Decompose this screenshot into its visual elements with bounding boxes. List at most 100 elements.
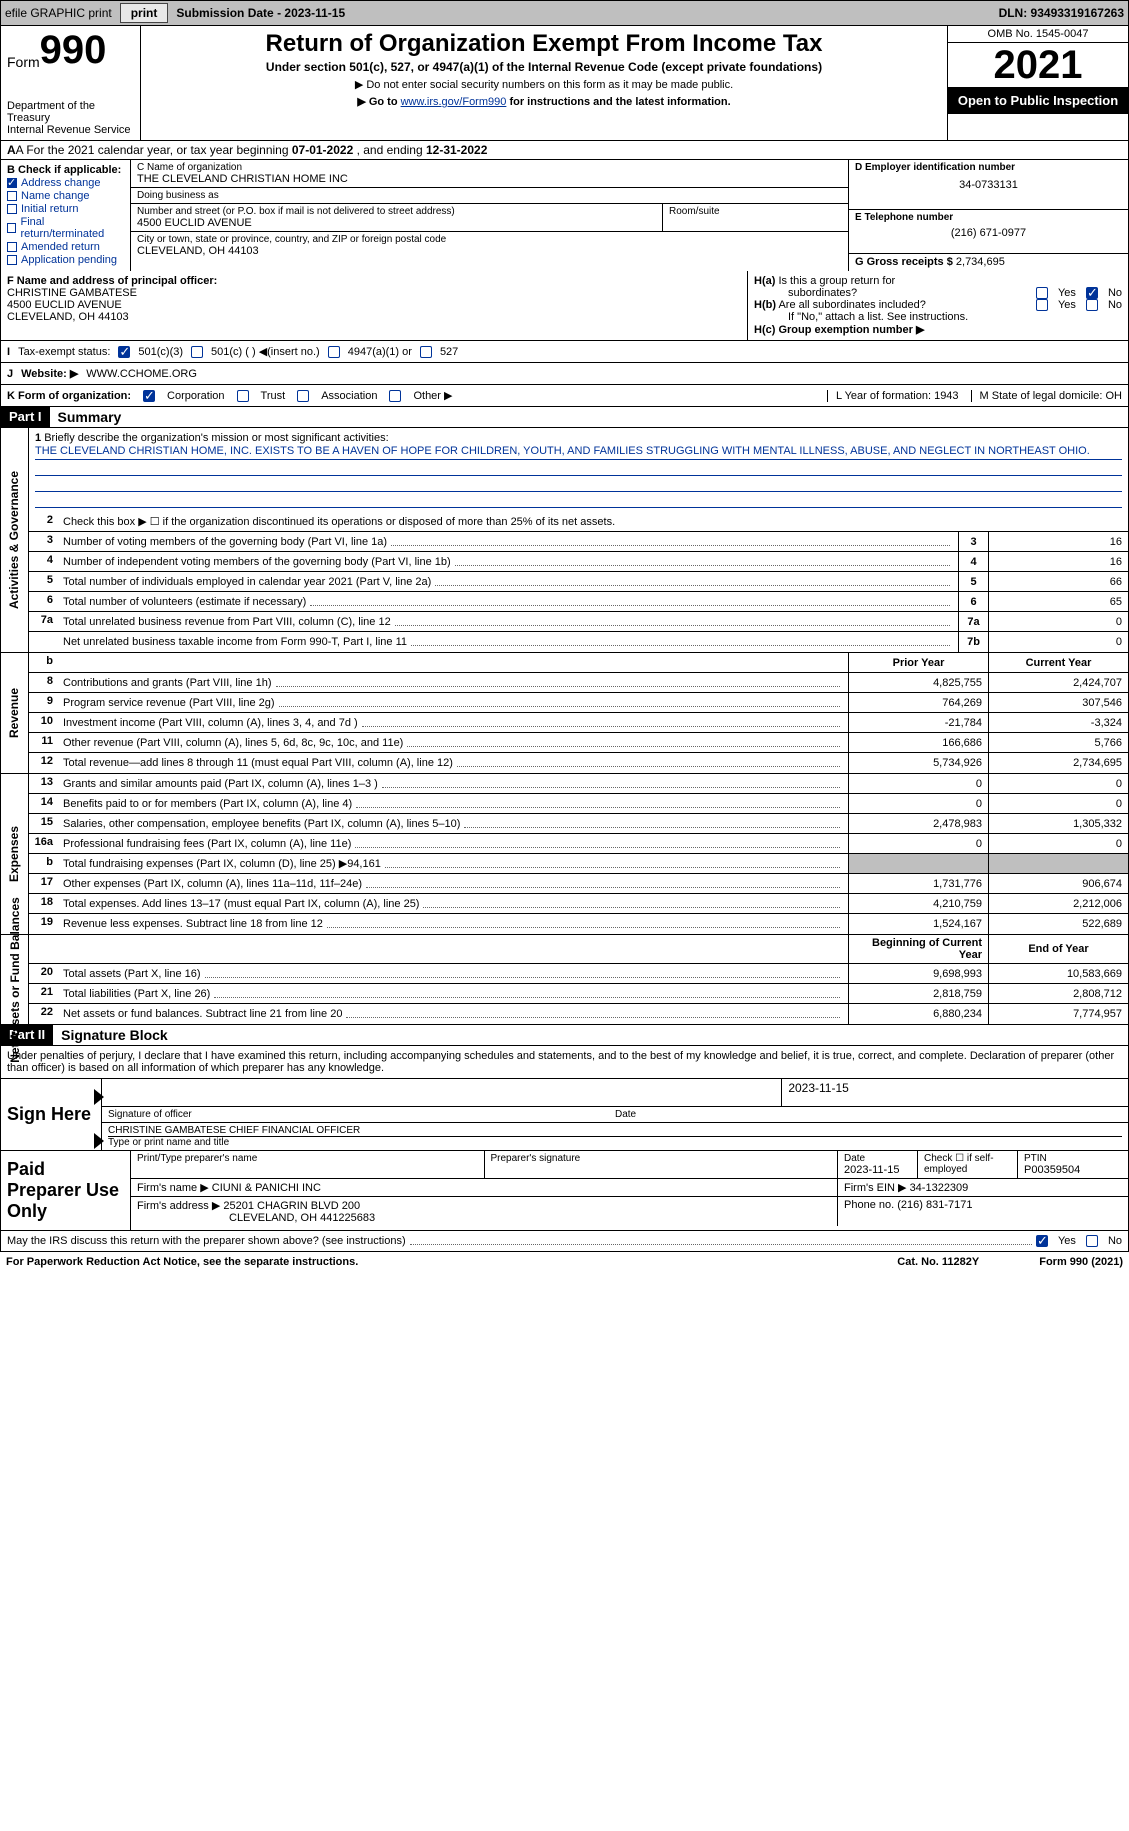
i-opt2-box[interactable] [328, 346, 340, 358]
f-label: F Name and address of principal officer: [7, 275, 217, 287]
sig-date-label: Date [615, 1109, 1122, 1120]
part1-bar: Part I Summary [0, 407, 1129, 428]
ha-yes-box[interactable] [1036, 287, 1048, 299]
q1-num: 1 [35, 432, 41, 444]
bar-a-begin: 07-01-2022 [292, 143, 353, 157]
hdr-end: End of Year [988, 935, 1128, 963]
side-net: Net Assets or Fund Balances [8, 897, 22, 1063]
firm-name: CIUNI & PANICHI INC [212, 1182, 321, 1194]
signature-block: Under penalties of perjury, I declare th… [0, 1046, 1129, 1151]
k-opt0-box[interactable] [143, 390, 155, 402]
k-label: K Form of organization: [7, 390, 131, 402]
line-j: J Website: ▶ WWW.CCHOME.ORG [0, 363, 1129, 385]
chk-box[interactable] [7, 242, 17, 252]
i-opt0-box[interactable] [118, 346, 130, 358]
d-ein: 34-0733131 [855, 179, 1122, 191]
c-name-label: C Name of organization [137, 162, 842, 173]
top-bar: efile GRAPHIC print print Submission Dat… [0, 0, 1129, 26]
box-b-title: B Check if applicable: [7, 164, 124, 176]
side-exp: Expenses [8, 826, 22, 882]
prep-h2: Preparer's signature [491, 1153, 832, 1164]
i-opt1: 501(c) ( ) ◀(insert no.) [211, 345, 320, 358]
k-opt2: Association [321, 390, 377, 402]
discuss-yes-box[interactable] [1036, 1235, 1048, 1247]
chk-label: Amended return [21, 241, 100, 253]
form-title: Return of Organization Exempt From Incom… [151, 30, 937, 58]
j-label: J [7, 368, 13, 380]
hb-note: If "No," attach a list. See instructions… [788, 311, 1122, 323]
q2-text: Check this box ▶ ☐ if the organization d… [59, 512, 1128, 531]
line-i: I Tax-exempt status: 501(c)(3) 501(c) ( … [0, 341, 1129, 363]
g-gross: 2,734,695 [956, 256, 1005, 268]
i-text: Tax-exempt status: [18, 346, 110, 358]
l-year: L Year of formation: 1943 [827, 390, 959, 402]
chk-box[interactable] [7, 191, 17, 201]
chk-box[interactable] [7, 255, 17, 265]
c-name: THE CLEVELAND CHRISTIAN HOME INC [137, 173, 842, 185]
prep-h3v: 2023-11-15 [844, 1164, 911, 1176]
chk-label: Application pending [21, 254, 117, 266]
prep-h4: Check ☐ if self-employed [918, 1151, 1018, 1178]
k-opt2-box[interactable] [297, 390, 309, 402]
bar-a-end: 12-31-2022 [426, 143, 487, 157]
form-subtitle: Under section 501(c), 527, or 4947(a)(1)… [151, 60, 937, 74]
print-button[interactable]: print [120, 3, 169, 23]
f-addr1: 4500 EUCLID AVENUE [7, 299, 122, 311]
part2-title: Signature Block [53, 1025, 176, 1045]
phone-label: Phone no. [844, 1199, 894, 1211]
chk-box[interactable] [7, 223, 16, 233]
i-opt3: 527 [440, 346, 458, 358]
ha-sub: subordinates? [788, 287, 857, 299]
ein-label: Firm's EIN ▶ [844, 1182, 907, 1194]
c-addr: 4500 EUCLID AVENUE [137, 217, 656, 229]
expenses-section: Expenses 13Grants and similar amounts pa… [0, 774, 1129, 935]
discuss-no: No [1108, 1235, 1122, 1247]
g-gross-label: G Gross receipts $ [855, 256, 953, 268]
chk-box[interactable] [7, 178, 17, 188]
k-opt3: Other ▶ [413, 389, 452, 402]
chk-label: Final return/terminated [20, 216, 124, 240]
goto-post: for instructions and the latest informat… [509, 96, 730, 108]
line-a: AA For the 2021 calendar year, or tax ye… [0, 141, 1129, 160]
prep-h5: PTIN [1024, 1153, 1122, 1164]
e-phone: (216) 671-0977 [855, 227, 1122, 239]
sign-here-label: Sign Here [1, 1079, 101, 1150]
f-name: CHRISTINE GAMBATESE [7, 287, 137, 299]
irs-link[interactable]: www.irs.gov/Form990 [401, 96, 507, 108]
form-label: Form [7, 54, 40, 70]
discuss-q: May the IRS discuss this return with the… [7, 1235, 406, 1247]
activities-governance: Activities & Governance 1 Briefly descri… [0, 428, 1129, 653]
form-header: Form 990 Department of the Treasury Inte… [0, 26, 1129, 141]
hdr-begin: Beginning of Current Year [848, 935, 988, 963]
k-opt1-box[interactable] [237, 390, 249, 402]
form-ref: Form 990 (2021) [1039, 1256, 1123, 1268]
i-opt3-box[interactable] [420, 346, 432, 358]
discuss-no-box[interactable] [1086, 1235, 1098, 1247]
part1-title: Summary [50, 407, 130, 427]
firm-addr: 25201 CHAGRIN BLVD 200 [223, 1200, 360, 1212]
k-opt3-box[interactable] [389, 390, 401, 402]
revenue-section: Revenue b Prior Year Current Year 8Contr… [0, 653, 1129, 774]
side-rev: Revenue [8, 688, 22, 738]
part2-bar: Part II Signature Block [0, 1025, 1129, 1046]
discuss-row: May the IRS discuss this return with the… [0, 1231, 1129, 1252]
k-opt1: Trust [261, 390, 286, 402]
sig-officer-label: Signature of officer [108, 1109, 615, 1120]
form-number: 990 [40, 30, 107, 70]
hb-yes-box[interactable] [1036, 299, 1048, 311]
i-opt1-box[interactable] [191, 346, 203, 358]
q1-text: Briefly describe the organization's miss… [44, 432, 388, 444]
chk-label: Initial return [21, 203, 78, 215]
chk-box[interactable] [7, 204, 17, 214]
m-state: M State of legal domicile: OH [971, 390, 1122, 402]
hdr-curr: Current Year [988, 653, 1128, 672]
c-room-label: Room/suite [669, 206, 842, 217]
ha-no: No [1108, 287, 1122, 299]
i-opt0: 501(c)(3) [138, 346, 183, 358]
goto-pre: ▶ Go to [357, 96, 400, 108]
i-label: I [7, 346, 10, 358]
sig-name-label: Type or print name and title [108, 1137, 1122, 1148]
c-dba-label: Doing business as [137, 190, 842, 201]
ha-no-box[interactable] [1086, 287, 1098, 299]
firm-addr-label: Firm's address ▶ [137, 1200, 220, 1212]
